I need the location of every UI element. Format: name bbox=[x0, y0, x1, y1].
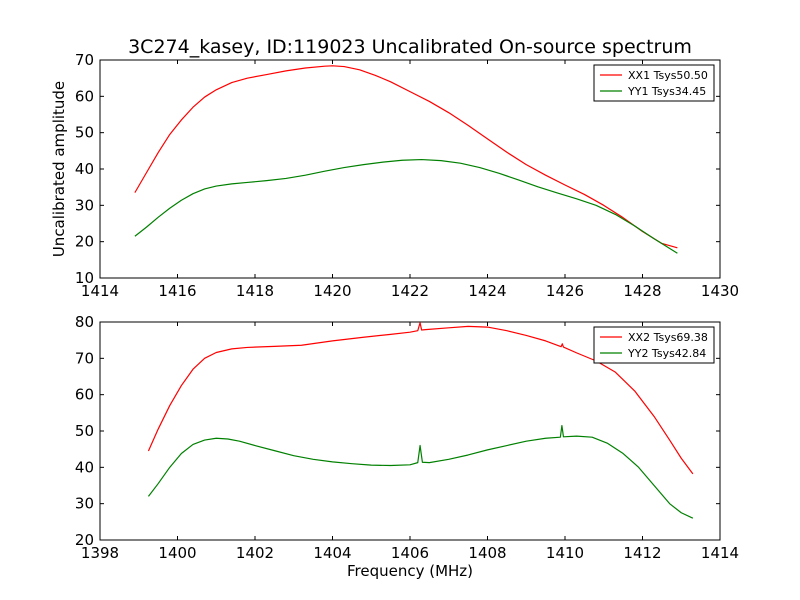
x-tick-label: 1428 bbox=[623, 282, 661, 300]
y-tick-label: 60 bbox=[75, 87, 94, 105]
y-tick-label: 40 bbox=[75, 458, 94, 476]
bottom-spectrum-panel: 1398 1400 1402 1404 1406 1408 1410 1412 1414 20 30… bbox=[75, 313, 739, 580]
y-tick-label: 40 bbox=[75, 160, 94, 178]
legend-label: YY1 Tsys34.45 bbox=[627, 85, 706, 98]
legend-label: XX2 Tsys69.38 bbox=[628, 331, 708, 344]
y-tick-label: 20 bbox=[75, 531, 94, 549]
y-tick-label: 20 bbox=[75, 233, 94, 251]
legend-box bbox=[593, 64, 715, 102]
x-tick-label: 1424 bbox=[468, 282, 506, 300]
legend-label: YY2 Tsys42.84 bbox=[627, 347, 706, 360]
x-tick-label: 1426 bbox=[546, 282, 584, 300]
y-tick-label: 10 bbox=[75, 269, 94, 287]
x-tick-label: 1422 bbox=[391, 282, 429, 300]
y-tick-label: 70 bbox=[75, 51, 94, 69]
x-tick-label: 1418 bbox=[236, 282, 274, 300]
y-tick-label: 30 bbox=[75, 196, 94, 214]
legend-box bbox=[593, 326, 715, 364]
y-tick-label: 50 bbox=[75, 422, 94, 440]
y-tick-label: 60 bbox=[75, 386, 94, 404]
x-tick-label: 1416 bbox=[158, 282, 196, 300]
x-tick-label: 1406 bbox=[391, 544, 429, 562]
series-line-yy2 bbox=[147, 424, 694, 519]
legend-label: XX1 Tsys50.50 bbox=[628, 69, 708, 82]
y-tick-label: 50 bbox=[75, 124, 94, 142]
legend: XX1 Tsys50.50 YY1 Tsys34.45 bbox=[593, 64, 715, 102]
y-tick-label: 80 bbox=[75, 313, 94, 331]
legend: XX2 Tsys69.38 YY2 Tsys42.84 bbox=[593, 326, 715, 364]
series-line-yy1 bbox=[134, 158, 678, 254]
x-tick-label: 1420 bbox=[313, 282, 351, 300]
y-tick-label: 70 bbox=[75, 349, 94, 367]
x-tick-label: 1400 bbox=[158, 544, 196, 562]
x-tick-label: 1412 bbox=[623, 544, 661, 562]
top-spectrum-panel: 1414 1416 1418 1420 1422 1424 1426 1428 1430 10 20… bbox=[50, 51, 739, 300]
x-axis-label: Frequency (MHz) bbox=[347, 562, 473, 580]
x-tick-label: 1402 bbox=[236, 544, 274, 562]
x-tick-label: 1414 bbox=[701, 544, 739, 562]
y-axis-label: Uncalibrated amplitude bbox=[50, 81, 68, 257]
x-tick-label: 1430 bbox=[701, 282, 739, 300]
x-tick-label: 1398 bbox=[81, 544, 119, 562]
chart-title: 3C274_kasey, ID:119023 Uncalibrated On-s… bbox=[128, 36, 692, 58]
y-tick-label: 30 bbox=[75, 495, 94, 513]
x-tick-label: 1404 bbox=[313, 544, 351, 562]
x-tick-label: 1408 bbox=[468, 544, 506, 562]
x-tick-label: 1410 bbox=[546, 544, 584, 562]
x-tick-label: 1414 bbox=[81, 282, 119, 300]
series-line-xx1 bbox=[134, 65, 678, 249]
